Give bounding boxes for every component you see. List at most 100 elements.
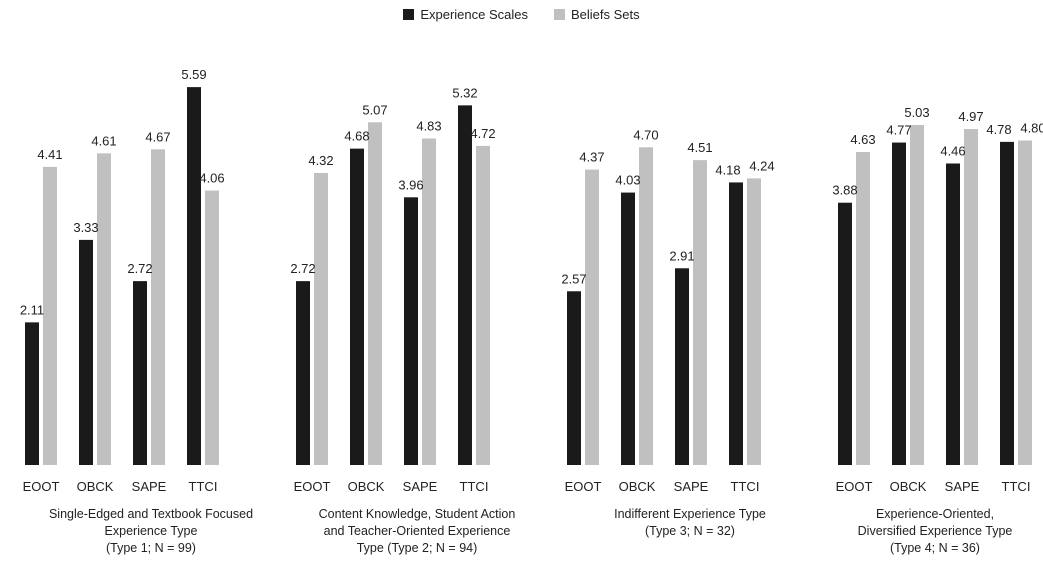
data-label-beliefs-g3-sape: 4.51 [687,140,712,155]
data-label-experience-g3-sape: 2.91 [669,248,694,263]
x-tick-label-g1-obck: OBCK [77,479,114,494]
bar-beliefs-g4-ttci [1018,140,1032,465]
x-tick-label-g3-obck: OBCK [619,479,656,494]
group-title-line: and Teacher-Oriented Experience [323,524,511,538]
data-label-beliefs-g2-ttci: 4.72 [470,126,495,141]
x-tick-label-g1-sape: SAPE [132,479,167,494]
data-label-beliefs-g4-sape: 4.97 [958,109,983,124]
bar-beliefs-g4-obck [910,124,924,466]
x-tick-label-g4-eoot: EOOT [836,479,873,494]
bar-beliefs-g1-obck [97,153,111,465]
group-title-line: Type (Type 2; N = 94) [356,541,478,555]
data-label-beliefs-g2-sape: 4.83 [416,118,441,133]
data-label-beliefs-g4-eoot: 4.63 [850,132,875,147]
bar-beliefs-g2-ttci [476,145,490,466]
x-tick-label-g3-sape: SAPE [674,479,709,494]
bar-experience-g4-sape [946,163,960,465]
bar-experience-g3-eoot [567,291,581,465]
bar-experience-g1-ttci [187,87,201,465]
bar-experience-g1-obck [79,239,93,465]
x-tick-label-g2-obck: OBCK [348,479,385,494]
x-tick-label-g2-sape: SAPE [403,479,438,494]
data-label-experience-g2-sape: 3.96 [398,177,423,192]
bar-chart: 2.11 4.41 EOOT 3.33 4.61 OBCK 2.72 4.67 SAPE 5.59… [20,67,1043,494]
data-label-beliefs-g1-eoot: 4.41 [37,147,62,162]
bar-experience-g2-obck [350,148,364,465]
bar-experience-g2-sape [404,197,418,465]
group-title-line: (Type 4; N = 36) [890,541,980,555]
group-title-line: Experience Type [104,524,198,538]
bar-experience-g3-obck [621,192,635,465]
group-title-3: Indifferent Experience Type (Type 3; N = … [550,506,830,540]
data-label-experience-g4-obck: 4.77 [886,123,911,138]
data-label-beliefs-g1-ttci: 4.06 [199,171,224,186]
data-label-beliefs-g4-ttci: 4.80 [1020,121,1043,136]
bar-experience-g1-eoot [25,322,39,465]
data-label-experience-g3-eoot: 2.57 [561,271,586,286]
data-label-experience-g1-ttci: 5.59 [181,67,206,82]
bar-beliefs-g3-ttci [747,178,761,465]
x-tick-label-g4-ttci: TTCI [1002,479,1031,494]
bar-beliefs-g3-sape [693,160,707,465]
data-label-beliefs-g3-obck: 4.70 [633,127,658,142]
data-label-experience-g1-eoot: 2.11 [20,302,44,317]
x-tick-label-g4-obck: OBCK [890,479,927,494]
legend-label-experience: Experience Scales [420,7,528,22]
data-label-experience-g1-obck: 3.33 [73,220,98,235]
data-label-beliefs-g4-obck: 5.03 [904,105,929,120]
data-label-experience-g4-eoot: 3.88 [832,183,857,198]
data-label-beliefs-g3-ttci: 4.24 [749,158,774,173]
bar-beliefs-g3-eoot [585,169,599,465]
data-label-experience-g3-obck: 4.03 [615,173,640,188]
bar-experience-g3-ttci [729,182,743,465]
data-label-experience-g4-ttci: 4.78 [986,122,1011,137]
legend-item-experience: Experience Scales [403,7,528,22]
group-title-line: Experience-Oriented, [875,507,995,521]
bar-beliefs-g1-eoot [43,166,57,465]
group-title-line: Diversified Experience Type [857,524,1013,538]
group-title-line: Single-Edged and Textbook Focused [48,507,254,521]
group-title-line: Content Knowledge, Student Action [318,507,516,521]
x-tick-label-g4-sape: SAPE [945,479,980,494]
bar-experience-g4-obck [892,142,906,465]
group-title-4: Experience-Oriented, Diversified Experien… [795,506,1043,557]
bar-experience-g2-eoot [296,281,310,465]
bar-beliefs-g3-obck [639,147,653,465]
bar-beliefs-g1-sape [151,149,165,466]
data-label-beliefs-g3-eoot: 4.37 [579,150,604,165]
data-label-beliefs-g2-eoot: 4.32 [308,153,333,168]
data-label-beliefs-g1-obck: 4.61 [91,133,116,148]
data-label-experience-g2-eoot: 2.72 [290,261,315,276]
legend-label-beliefs: Beliefs Sets [571,7,640,22]
x-tick-label-g1-eoot: EOOT [23,479,60,494]
bar-beliefs-g2-sape [422,138,436,465]
x-tick-label-g2-ttci: TTCI [460,479,489,494]
x-tick-label-g3-eoot: EOOT [565,479,602,494]
x-tick-label-g3-ttci: TTCI [731,479,760,494]
x-tick-label-g2-eoot: EOOT [294,479,331,494]
bar-experience-g4-ttci [1000,141,1014,465]
x-tick-label-g1-ttci: TTCI [189,479,218,494]
bar-experience-g2-ttci [458,105,472,466]
bar-experience-g3-sape [675,268,689,465]
bar-experience-g1-sape [133,281,147,465]
data-label-experience-g1-sape: 2.72 [127,261,152,276]
data-label-experience-g3-ttci: 4.18 [715,162,740,177]
group-title-2: Content Knowledge, Student Action and Tea… [277,506,557,557]
data-label-experience-g2-obck: 4.68 [344,129,369,144]
group-title-1: Single-Edged and Textbook Focused Experie… [11,506,291,557]
group-title-line: Indifferent Experience Type [614,507,766,521]
legend-swatch-beliefs [554,9,565,20]
legend: Experience Scales Beliefs Sets [0,7,1043,22]
group-title-line: (Type 1; N = 99) [106,541,196,555]
legend-item-beliefs: Beliefs Sets [554,7,640,22]
data-label-beliefs-g1-sape: 4.67 [145,129,170,144]
bar-experience-g4-eoot [838,202,852,465]
bar-beliefs-g4-sape [964,129,978,465]
legend-swatch-experience [403,9,415,20]
data-label-experience-g2-ttci: 5.32 [452,85,477,100]
bar-beliefs-g2-eoot [314,172,328,465]
bar-beliefs-g2-obck [368,122,382,465]
data-label-experience-g4-sape: 4.46 [940,144,965,159]
bar-beliefs-g4-eoot [856,152,870,465]
